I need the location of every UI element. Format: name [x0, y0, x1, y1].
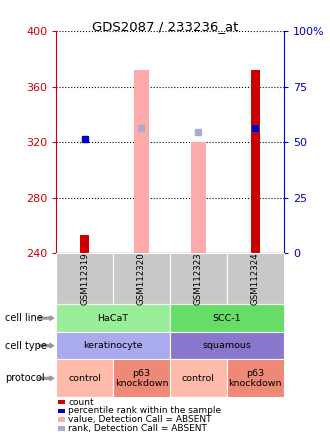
- Text: GSM112323: GSM112323: [194, 253, 203, 305]
- Text: GSM112320: GSM112320: [137, 253, 146, 305]
- Bar: [191, 142, 206, 253]
- Text: GSM112319: GSM112319: [80, 253, 89, 305]
- Text: cell line: cell line: [5, 313, 43, 323]
- Text: SCC-1: SCC-1: [213, 313, 241, 323]
- Text: GDS2087 / 233236_at: GDS2087 / 233236_at: [92, 20, 238, 33]
- Bar: [134, 70, 148, 253]
- Text: control: control: [68, 374, 101, 383]
- Text: cell type: cell type: [5, 341, 47, 351]
- Text: squamous: squamous: [202, 341, 251, 350]
- Text: rank, Detection Call = ABSENT: rank, Detection Call = ABSENT: [68, 424, 207, 433]
- Text: HaCaT: HaCaT: [97, 313, 129, 323]
- Text: p63
knockdown: p63 knockdown: [229, 369, 282, 388]
- Text: p63
knockdown: p63 knockdown: [115, 369, 168, 388]
- Text: keratinocyte: keratinocyte: [83, 341, 143, 350]
- Text: protocol: protocol: [5, 373, 45, 383]
- Text: value, Detection Call = ABSENT: value, Detection Call = ABSENT: [68, 415, 212, 424]
- Text: percentile rank within the sample: percentile rank within the sample: [68, 406, 221, 415]
- Bar: [251, 70, 260, 253]
- Text: count: count: [68, 397, 94, 407]
- Bar: [80, 235, 89, 253]
- Text: GSM112324: GSM112324: [251, 253, 260, 305]
- Text: control: control: [182, 374, 215, 383]
